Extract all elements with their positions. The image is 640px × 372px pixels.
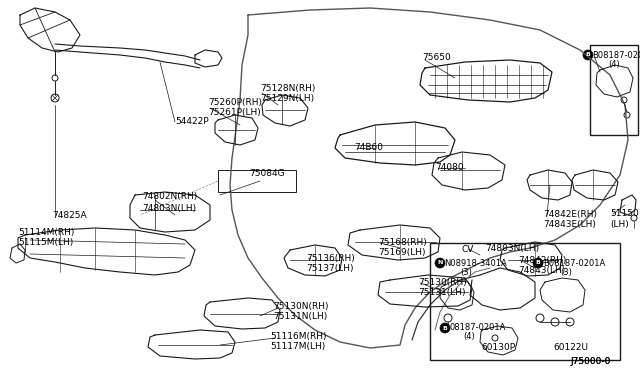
Text: 75084G: 75084G (249, 170, 285, 179)
Text: 75130N(RH): 75130N(RH) (273, 301, 328, 311)
Text: 51116M(RH): 51116M(RH) (270, 331, 326, 340)
Text: (3): (3) (560, 267, 572, 276)
Text: 74842E(RH): 74842E(RH) (543, 211, 597, 219)
Text: 75129N(LH): 75129N(LH) (260, 93, 314, 103)
Text: 74802N(RH): 74802N(RH) (142, 192, 197, 202)
Text: N: N (437, 260, 443, 266)
Text: 75169(LH): 75169(LH) (378, 248, 426, 257)
Text: N08918-3401A: N08918-3401A (444, 259, 507, 267)
Text: B: B (586, 52, 591, 58)
Text: 08187-0201A: 08187-0201A (449, 323, 506, 331)
Text: 51114M(RH): 51114M(RH) (18, 228, 74, 237)
Text: B08187-0201A: B08187-0201A (543, 259, 605, 267)
Text: B08187-020lA: B08187-020lA (592, 51, 640, 60)
Text: 74803N(LH): 74803N(LH) (485, 244, 539, 253)
Text: 75128N(RH): 75128N(RH) (260, 83, 316, 93)
Text: 75168(RH): 75168(RH) (378, 238, 427, 247)
Text: 74842(RH): 74842(RH) (518, 256, 566, 264)
Circle shape (583, 50, 593, 60)
Circle shape (435, 258, 445, 268)
Bar (218, 170, 296, 192)
Text: B: B (443, 326, 447, 330)
Circle shape (440, 323, 450, 333)
Text: 74B60: 74B60 (354, 144, 383, 153)
Text: 75136(RH): 75136(RH) (306, 253, 355, 263)
Text: B: B (536, 260, 540, 266)
Text: 75131N(LH): 75131N(LH) (273, 311, 327, 321)
Text: 74843(LH): 74843(LH) (518, 266, 565, 275)
Text: 75260P(RH): 75260P(RH) (208, 99, 262, 108)
Text: 74843E(LH): 74843E(LH) (543, 221, 596, 230)
Text: 51150: 51150 (610, 209, 639, 218)
Text: 51115M(LH): 51115M(LH) (18, 237, 73, 247)
Text: J75000-0: J75000-0 (570, 357, 611, 366)
Text: 51117M(LH): 51117M(LH) (270, 341, 325, 350)
Bar (430, 243, 620, 360)
Text: 75137(LH): 75137(LH) (306, 263, 353, 273)
Bar (590, 45, 638, 135)
Text: 75130(RH): 75130(RH) (418, 279, 467, 288)
Text: (LH): (LH) (610, 219, 628, 228)
Text: 74080: 74080 (435, 164, 463, 173)
Text: 60122U: 60122U (553, 343, 588, 353)
Text: 74803N(LH): 74803N(LH) (142, 203, 196, 212)
Text: 75131(LH): 75131(LH) (418, 289, 465, 298)
Text: 60130P: 60130P (481, 343, 515, 353)
Circle shape (533, 258, 543, 268)
Text: (3): (3) (460, 267, 472, 276)
Text: 75650: 75650 (422, 54, 451, 62)
Text: 74825A: 74825A (52, 211, 86, 219)
Text: (4): (4) (463, 331, 475, 340)
Text: J75000-0: J75000-0 (570, 357, 611, 366)
Text: 75261P(LH): 75261P(LH) (208, 109, 260, 118)
Text: 54422P: 54422P (175, 118, 209, 126)
Text: CV: CV (461, 244, 474, 253)
Text: (4): (4) (608, 60, 620, 68)
